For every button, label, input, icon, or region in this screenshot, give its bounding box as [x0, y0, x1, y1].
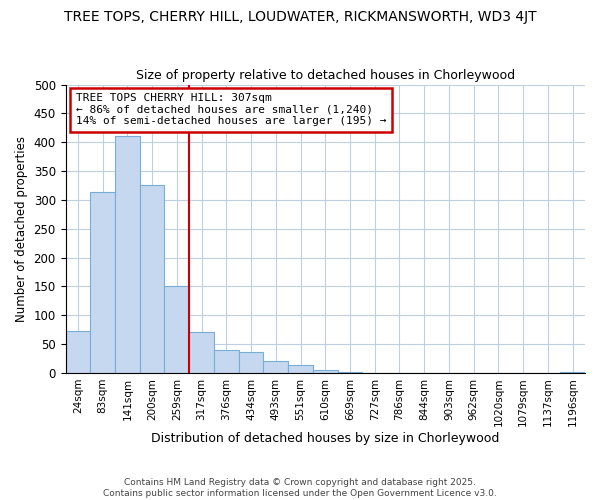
Bar [140, 186, 164, 373]
Y-axis label: Number of detached properties: Number of detached properties [15, 136, 28, 322]
Bar [164, 286, 189, 373]
Text: Contains HM Land Registry data © Crown copyright and database right 2025.
Contai: Contains HM Land Registry data © Crown c… [103, 478, 497, 498]
Bar [115, 136, 140, 373]
Bar [560, 372, 585, 373]
Bar [214, 350, 239, 373]
Title: Size of property relative to detached houses in Chorleywood: Size of property relative to detached ho… [136, 69, 515, 82]
Text: TREE TOPS CHERRY HILL: 307sqm
← 86% of detached houses are smaller (1,240)
14% o: TREE TOPS CHERRY HILL: 307sqm ← 86% of d… [76, 93, 386, 126]
Bar [263, 362, 288, 373]
Bar [313, 370, 338, 373]
X-axis label: Distribution of detached houses by size in Chorleywood: Distribution of detached houses by size … [151, 432, 499, 445]
Bar [189, 332, 214, 373]
Bar [239, 352, 263, 373]
Bar [65, 332, 90, 373]
Text: TREE TOPS, CHERRY HILL, LOUDWATER, RICKMANSWORTH, WD3 4JT: TREE TOPS, CHERRY HILL, LOUDWATER, RICKM… [64, 10, 536, 24]
Bar [90, 192, 115, 373]
Bar [288, 366, 313, 373]
Bar [338, 372, 362, 373]
